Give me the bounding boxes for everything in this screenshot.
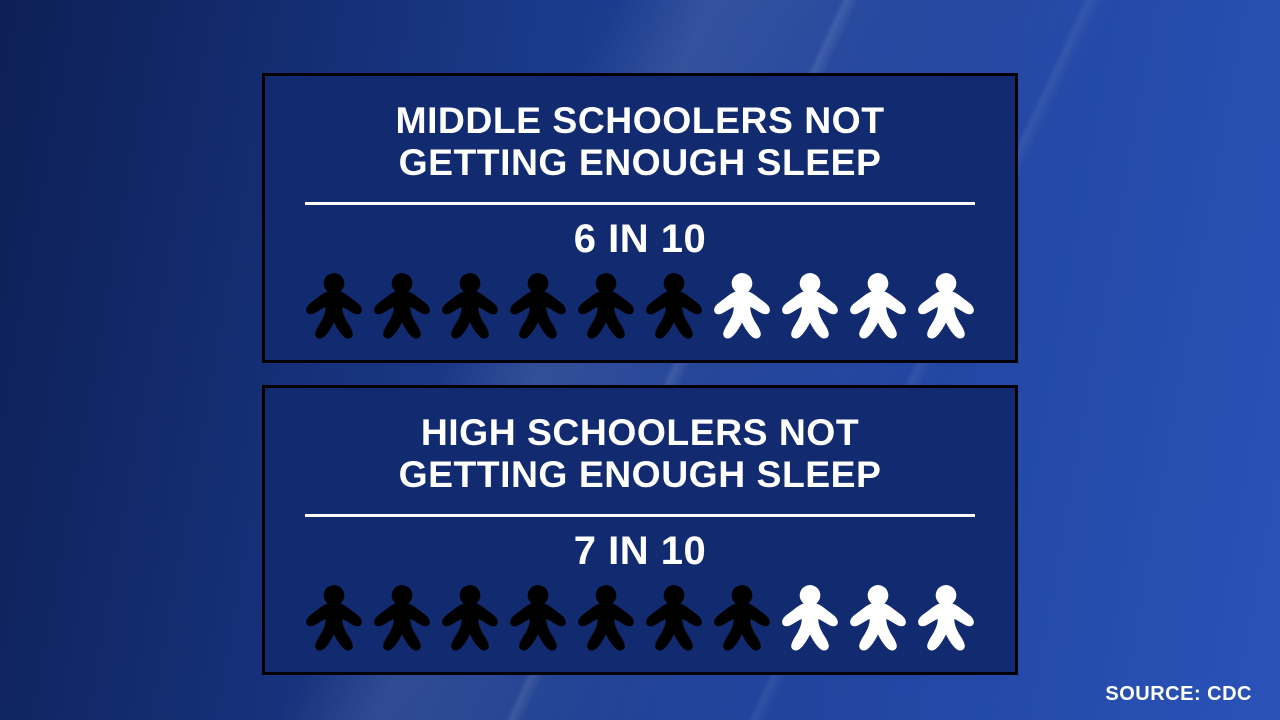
person-filled-icon [507, 272, 569, 340]
stage: MIDDLE SCHOOLERS NOT GETTING ENOUGH SLEE… [0, 0, 1280, 720]
pictogram-row [303, 272, 977, 340]
stat-label: 7 IN 10 [574, 529, 706, 574]
panel-high-school: HIGH SCHOOLERS NOT GETTING ENOUGH SLEEP … [262, 385, 1018, 675]
person-unfilled-icon [915, 584, 977, 652]
person-unfilled-icon [711, 272, 773, 340]
person-filled-icon [303, 584, 365, 652]
panel-middle-school: MIDDLE SCHOOLERS NOT GETTING ENOUGH SLEE… [262, 73, 1018, 363]
person-filled-icon [371, 584, 433, 652]
person-filled-icon [711, 584, 773, 652]
person-filled-icon [643, 272, 705, 340]
divider-rule [305, 202, 975, 205]
person-unfilled-icon [847, 272, 909, 340]
panel-title: MIDDLE SCHOOLERS NOT GETTING ENOUGH SLEE… [395, 100, 884, 184]
person-filled-icon [439, 584, 501, 652]
person-filled-icon [371, 272, 433, 340]
pictogram-row [303, 584, 977, 652]
person-filled-icon [303, 272, 365, 340]
person-unfilled-icon [915, 272, 977, 340]
panel-title: HIGH SCHOOLERS NOT GETTING ENOUGH SLEEP [399, 412, 882, 496]
person-filled-icon [507, 584, 569, 652]
person-unfilled-icon [847, 584, 909, 652]
person-unfilled-icon [779, 584, 841, 652]
person-filled-icon [575, 272, 637, 340]
source-attribution: SOURCE: CDC [1105, 683, 1252, 706]
divider-rule [305, 514, 975, 517]
person-filled-icon [643, 584, 705, 652]
stat-label: 6 IN 10 [574, 217, 706, 262]
person-unfilled-icon [779, 272, 841, 340]
person-filled-icon [439, 272, 501, 340]
person-filled-icon [575, 584, 637, 652]
